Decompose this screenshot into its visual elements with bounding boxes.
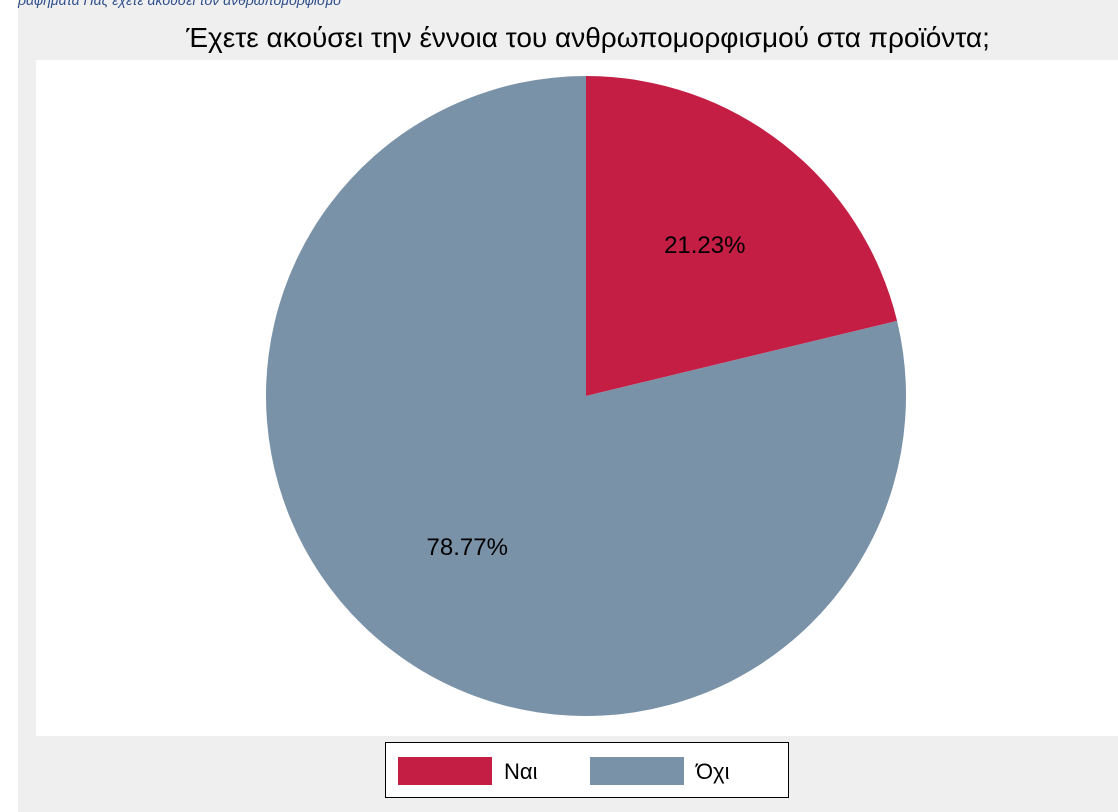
chart-background: ραφήματα Πας έχετε ακούσει τον ανθρωπομο… [18, 0, 1118, 812]
pie-chart: 21.23% 78.77% [266, 76, 907, 717]
legend-swatch-nai [398, 757, 492, 785]
legend: Ναι Όχι [385, 742, 789, 798]
pie-slice-nai [586, 76, 898, 396]
figure-caption: ραφήματα Πας έχετε ακούσει τον ανθρωπομο… [18, 0, 341, 8]
legend-label-ochi: Όχι [696, 759, 730, 784]
data-label-ochi: 78.77% [427, 534, 508, 561]
legend-label-nai: Ναι [504, 759, 538, 784]
chart-title: Έχετε ακούσει την έννοια του ανθρωπομορφ… [186, 22, 990, 53]
plot-area: 21.23% 78.77% [36, 60, 1118, 736]
legend-swatch-ochi [590, 757, 684, 785]
pie-slice-ochi [266, 76, 907, 717]
data-label-nai: 21.23% [664, 232, 745, 259]
